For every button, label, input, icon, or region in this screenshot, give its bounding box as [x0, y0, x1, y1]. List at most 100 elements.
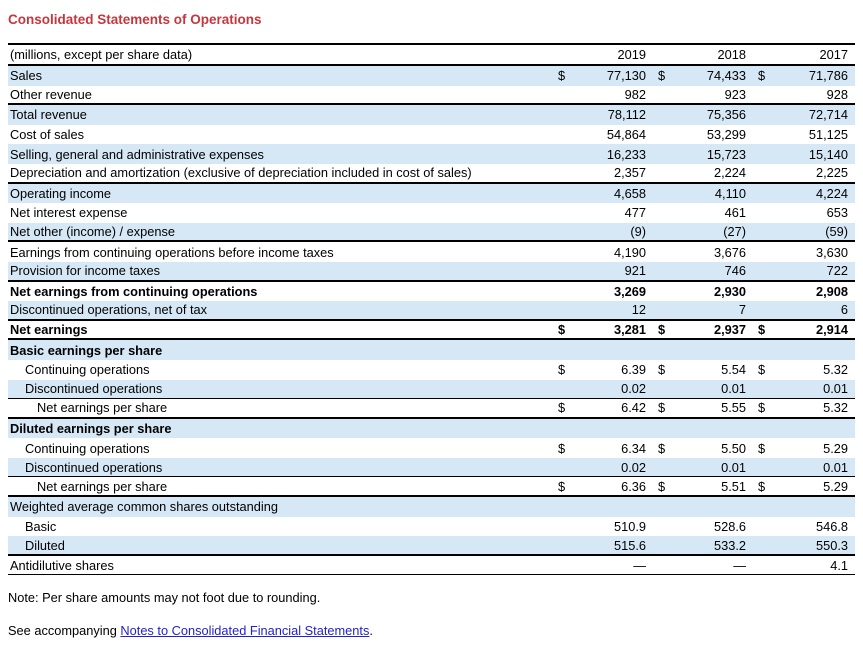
- value-2018: 533.2: [713, 537, 746, 553]
- row-label: Net earnings per share: [37, 400, 168, 416]
- row-label: Cost of sales: [10, 127, 84, 143]
- value-2017: 0.01: [823, 459, 848, 475]
- table-row: Continuing operations $6.39 $5.54 $5.32: [8, 360, 855, 380]
- dollar-sign: $: [558, 362, 566, 378]
- value-2017: 3,630: [815, 244, 848, 260]
- row-label: Basic earnings per share: [10, 342, 163, 358]
- value-2019: 2,357: [613, 165, 646, 181]
- value-2019: 921: [624, 263, 646, 279]
- row-label: Operating income: [10, 185, 112, 201]
- dollar-sign: $: [658, 478, 666, 494]
- value-2017: (59): [825, 224, 848, 240]
- page-title: Consolidated Statements of Operations: [8, 12, 262, 27]
- value-2018: 461: [724, 205, 746, 221]
- value-2017: 15,140: [808, 146, 848, 162]
- row-label: Continuing operations: [25, 440, 150, 456]
- value-2018: 528.6: [713, 518, 746, 534]
- table-row: Earnings from continuing operations befo…: [8, 242, 855, 262]
- dollar-sign: $: [658, 362, 666, 378]
- value-2018: 0.01: [721, 381, 746, 397]
- table-row: Net earnings per share $6.36 $5.51 $5.29: [8, 477, 855, 498]
- dollar-sign: $: [658, 400, 666, 416]
- table-row: Depreciation and amortization (exclusive…: [8, 164, 855, 184]
- table-row: Net earnings from continuing operations 3…: [8, 282, 855, 302]
- column-header-2018: 2018: [717, 47, 746, 62]
- value-2017: 51,125: [808, 127, 848, 143]
- row-label: Net earnings per share: [37, 478, 168, 494]
- value-2017: 0.01: [823, 381, 848, 397]
- value-2019: 3,269: [613, 283, 646, 299]
- value-2019: 982: [624, 86, 646, 102]
- row-label: Discontinued operations, net of tax: [10, 302, 208, 318]
- row-label: Sales: [10, 68, 43, 84]
- row-label: Earnings from continuing operations befo…: [10, 244, 334, 260]
- table-row: Selling, general and administrative expe…: [8, 144, 855, 164]
- row-label: Total revenue: [10, 107, 87, 123]
- table-row: Operating income 4,658 4,110 4,224: [8, 183, 855, 204]
- notes-to-financial-statements-link[interactable]: Notes to Consolidated Financial Statemen…: [120, 623, 370, 639]
- table-row: Discontinued operations 0.02 0.01 0.01: [8, 379, 855, 400]
- value-2017: 550.3: [815, 537, 848, 553]
- value-2019: 16,233: [606, 146, 646, 162]
- row-label: Selling, general and administrative expe…: [10, 146, 264, 162]
- value-2018: 75,356: [706, 107, 746, 123]
- dollar-sign: $: [558, 440, 566, 456]
- value-2017: 5.29: [823, 478, 848, 494]
- value-2018: 5.51: [721, 478, 746, 494]
- value-2019: 6.36: [621, 478, 646, 494]
- accompanying-note-prefix: See accompanying: [8, 623, 121, 639]
- table-row: Net other (income) / expense (9) (27) (59): [8, 222, 855, 243]
- value-2017: 546.8: [815, 518, 848, 534]
- value-2019: 77,130: [606, 68, 646, 84]
- value-2017: 2,225: [815, 165, 848, 181]
- table-row: Discontinued operations 0.02 0.01 0.01: [8, 457, 855, 478]
- dollar-sign: $: [658, 322, 666, 338]
- accompanying-note: See accompanying Notes to Consolidated F…: [8, 623, 863, 638]
- value-2018: 5.50: [721, 440, 746, 456]
- value-2018: 74,433: [706, 68, 746, 84]
- value-2017: 4,224: [815, 185, 848, 201]
- value-2017: 5.32: [823, 400, 848, 416]
- value-2018: 5.55: [721, 400, 746, 416]
- row-label: Provision for income taxes: [10, 263, 161, 279]
- value-2019: 12: [631, 302, 646, 318]
- dollar-sign: $: [758, 362, 766, 378]
- value-2018: 53,299: [706, 127, 746, 143]
- table-row: Cost of sales 54,864 53,299 51,125: [8, 125, 855, 145]
- row-label: Weighted average common shares outstandi…: [10, 499, 278, 515]
- row-label: Discontinued operations: [25, 381, 163, 397]
- value-2018: 3,676: [713, 244, 746, 260]
- value-2019: 477: [624, 205, 646, 221]
- table-row: Basic earnings per share: [8, 340, 855, 360]
- value-2017: 6: [840, 302, 848, 318]
- value-2018: 4,110: [714, 185, 746, 201]
- accompanying-note-suffix: .: [369, 623, 373, 639]
- value-2017: 2,914: [815, 322, 848, 338]
- value-2019: 78,112: [607, 107, 646, 123]
- value-2017: 71,786: [808, 68, 848, 84]
- dollar-sign: $: [758, 478, 766, 494]
- value-2018: (27): [723, 224, 746, 240]
- row-label: Antidilutive shares: [10, 557, 114, 573]
- value-2019: 510.9: [613, 518, 646, 534]
- dollar-sign: $: [758, 400, 766, 416]
- value-2018: 5.54: [721, 362, 746, 378]
- value-2019: 6.42: [621, 400, 646, 416]
- row-label: Diluted: [25, 537, 65, 553]
- value-2018: 2,930: [713, 283, 746, 299]
- value-2019: 3,281: [613, 322, 646, 338]
- row-label: Continuing operations: [25, 362, 150, 378]
- dollar-sign: $: [758, 68, 766, 84]
- dollar-sign: $: [758, 440, 766, 456]
- table-row: Provision for income taxes 921 746 722: [8, 261, 855, 282]
- table-row: Continuing operations $6.34 $5.50 $5.29: [8, 438, 855, 458]
- value-2018: 923: [724, 86, 746, 102]
- dollar-sign: $: [558, 400, 566, 416]
- row-label: Net interest expense: [10, 205, 128, 221]
- dollar-sign: $: [658, 440, 666, 456]
- dollar-sign: $: [558, 478, 566, 494]
- dollar-sign: $: [558, 322, 566, 338]
- row-label: Net other (income) / expense: [10, 224, 176, 240]
- row-label: Depreciation and amortization (exclusive…: [10, 165, 472, 181]
- table-row: Total revenue 78,112 75,356 72,714: [8, 105, 855, 125]
